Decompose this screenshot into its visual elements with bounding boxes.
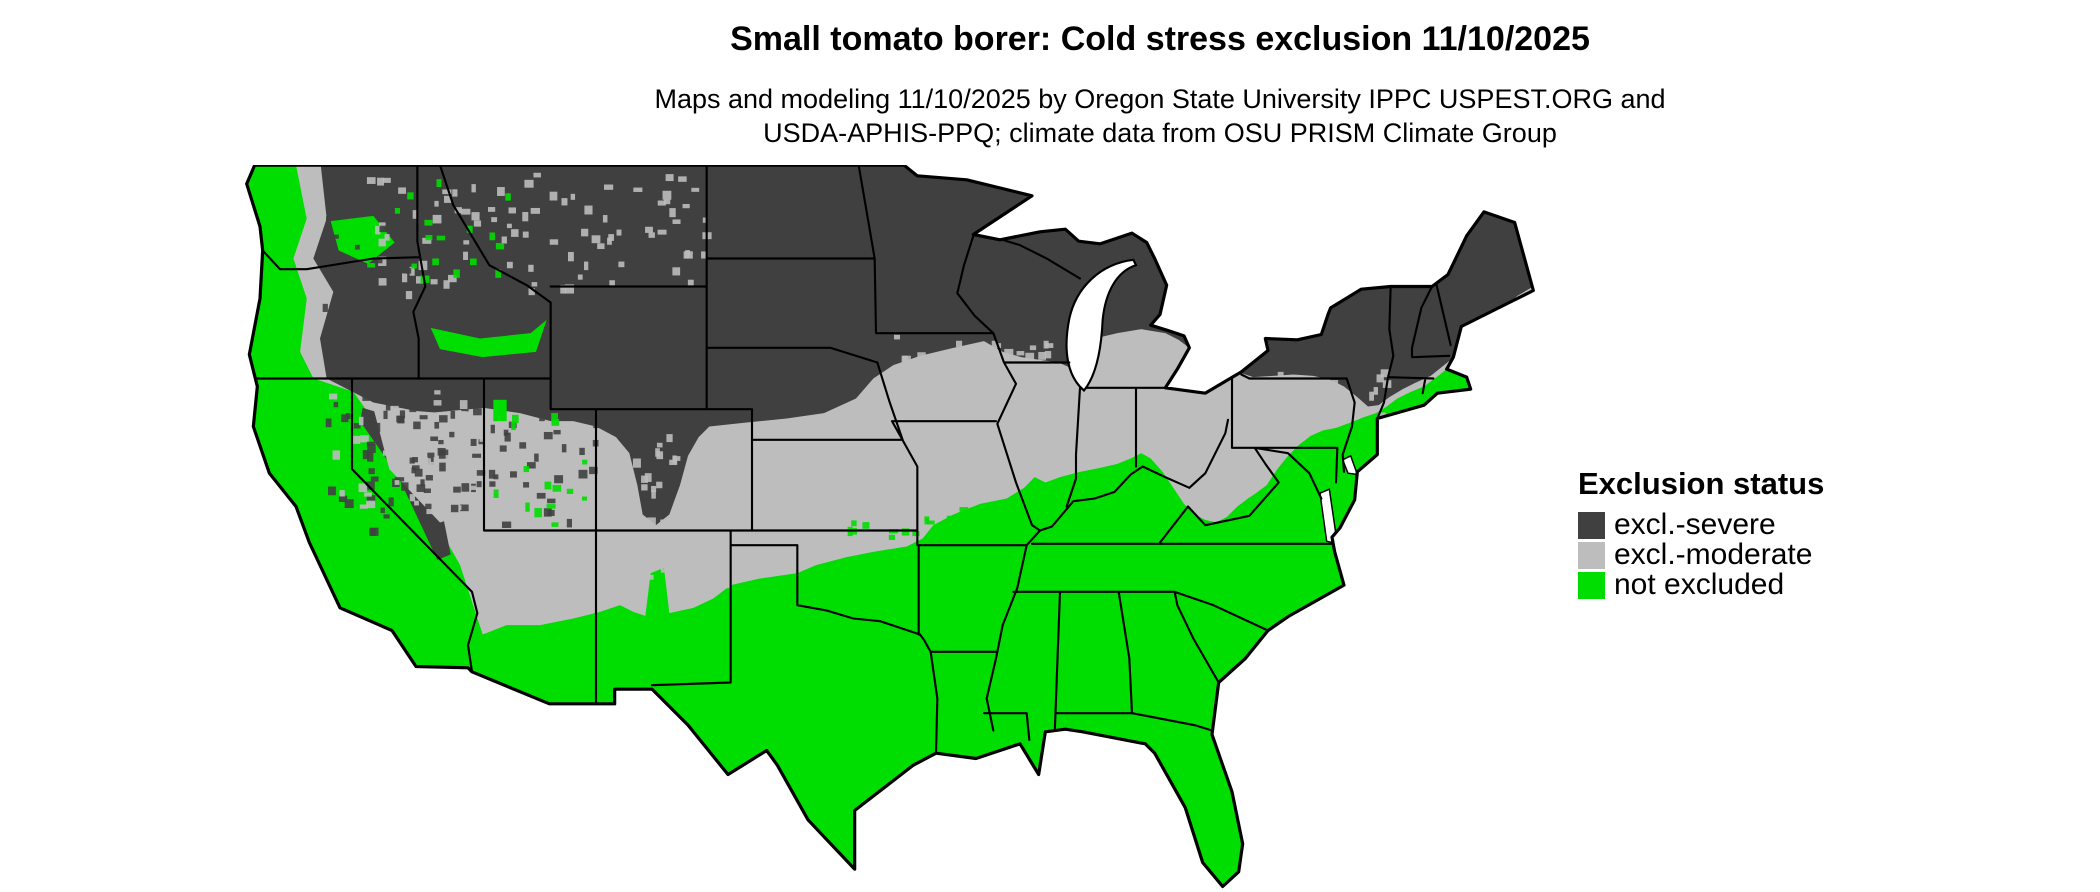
legend-label-not-excluded: not excluded xyxy=(1614,568,1785,601)
state-borders xyxy=(256,165,1452,755)
subtitle-line-1: Maps and modeling 11/10/2025 by Oregon S… xyxy=(654,84,1666,114)
legend-item-severe: excl.-severe xyxy=(1578,508,1824,541)
us-map-svg xyxy=(245,165,1535,889)
legend: Exclusion status excl.-severe excl.-mode… xyxy=(1578,466,1825,601)
legend-label-severe: excl.-severe xyxy=(1614,508,1776,541)
legend-title: Exclusion status xyxy=(1578,466,1825,501)
us-map xyxy=(240,165,1540,892)
us-outline xyxy=(245,165,1535,889)
map-subtitle: Maps and modeling 11/10/2025 by Oregon S… xyxy=(654,82,1665,150)
map-title: Small tomato borer: Cold stress exclusio… xyxy=(730,20,1590,58)
legend-item-not-excluded: not excluded xyxy=(1578,568,1824,601)
salt-lake-valley-green-patch xyxy=(493,399,507,422)
subtitle-line-2: USDA-APHIS-PPQ; climate data from OSU PR… xyxy=(763,118,1557,148)
legend-swatch-severe xyxy=(1578,511,1605,539)
snake-river-plain-green-patch xyxy=(430,319,547,358)
legend-item-moderate: excl.-moderate xyxy=(1578,538,1824,571)
legend-swatch-not-excluded xyxy=(1578,571,1605,599)
lake-michigan xyxy=(1065,258,1138,393)
legend-label-moderate: excl.-moderate xyxy=(1614,538,1813,571)
legend-swatch-moderate xyxy=(1578,541,1605,569)
raster-speckles xyxy=(322,171,1392,593)
